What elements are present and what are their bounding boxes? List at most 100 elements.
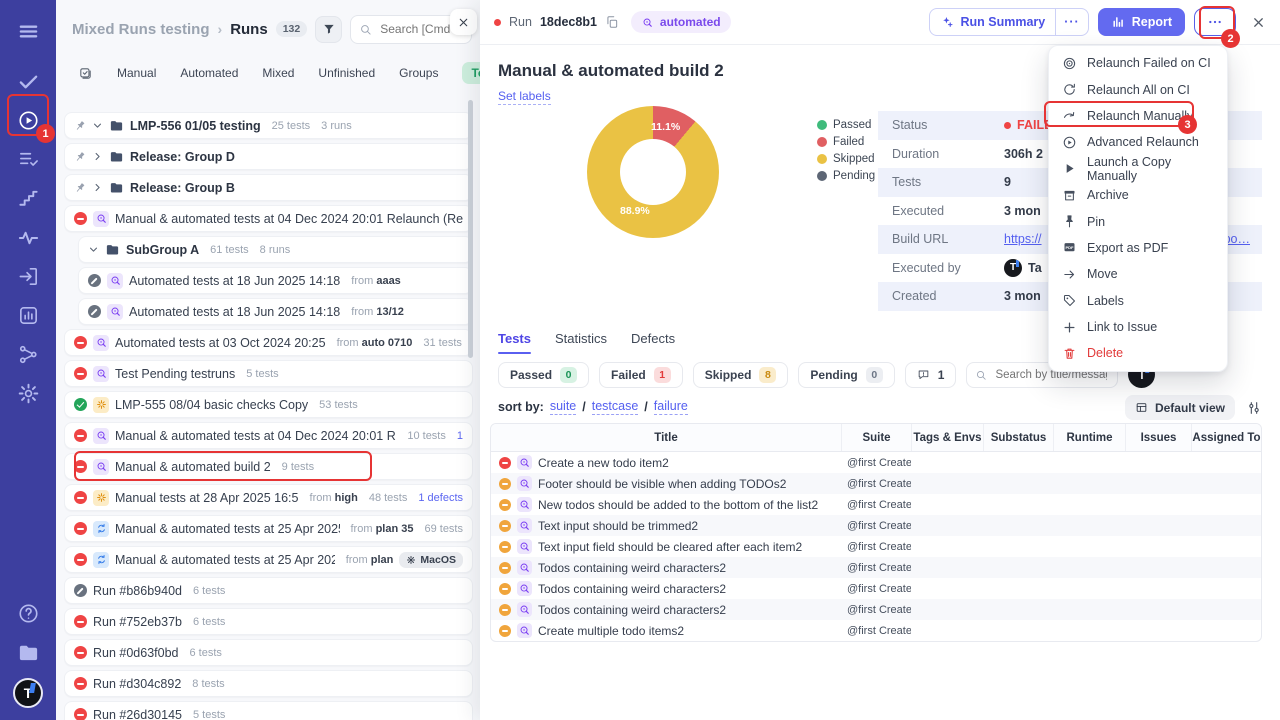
build-url-link[interactable]: https://po… bbox=[1004, 232, 1250, 247]
test-row[interactable]: Todos containing weird characters2 @first… bbox=[491, 557, 1261, 578]
filter-chip-failed[interactable]: Failed 1 bbox=[599, 361, 683, 388]
filter-chip-passed[interactable]: Passed 0 bbox=[498, 361, 590, 388]
column-header-runtime[interactable]: Runtime bbox=[1053, 424, 1125, 451]
test-row[interactable]: Create multiple todo items2 @first Create… bbox=[491, 620, 1261, 641]
menu-item-export-as-pdf[interactable]: PDF Export as PDF bbox=[1049, 235, 1227, 261]
close-icon[interactable] bbox=[1251, 15, 1266, 30]
sort-suite-link[interactable]: suite bbox=[549, 399, 577, 415]
breadcrumb-section[interactable]: Runs bbox=[230, 20, 268, 38]
runs-tab-unfinished[interactable]: Unfinished bbox=[318, 66, 376, 80]
menu-item-pin[interactable]: Pin bbox=[1049, 208, 1227, 234]
runs-tab-manual[interactable]: Manual bbox=[117, 66, 157, 80]
copy-icon[interactable] bbox=[605, 15, 619, 29]
menu-item-delete[interactable]: Delete bbox=[1049, 340, 1227, 366]
sidebar-item-analytics[interactable] bbox=[8, 296, 48, 334]
menu-item-relaunch-all-on-ci[interactable]: Relaunch All on CI bbox=[1049, 76, 1227, 102]
set-labels-link[interactable]: Set labels bbox=[498, 81, 551, 105]
sidebar-item-pulse[interactable] bbox=[8, 218, 48, 256]
test-row[interactable]: Todos containing weird characters2 @first… bbox=[491, 578, 1261, 599]
column-settings-icon[interactable] bbox=[1246, 400, 1262, 416]
test-row[interactable]: Footer should be visible when adding TOD… bbox=[491, 473, 1261, 494]
runs-search-input[interactable] bbox=[378, 21, 463, 37]
sidebar-item-menu[interactable] bbox=[8, 12, 48, 50]
test-row[interactable]: New todos should be added to the bottom … bbox=[491, 494, 1261, 515]
test-row[interactable]: Create a new todo item2 @first Create ... bbox=[491, 452, 1261, 473]
sidebar-item-runs[interactable] bbox=[8, 101, 48, 139]
filter-chip-skipped[interactable]: Skipped 8 bbox=[692, 361, 789, 388]
run-list-item[interactable]: Test Pending testruns 5 tests bbox=[64, 360, 473, 387]
column-header-title[interactable]: Title bbox=[654, 431, 678, 444]
tab-statistics[interactable]: Statistics bbox=[555, 331, 608, 346]
column-header-substatus[interactable]: Substatus bbox=[983, 424, 1053, 451]
menu-item-launch-a-copy-manually[interactable]: Launch a Copy Manually bbox=[1049, 155, 1227, 183]
sidebar-item-import[interactable] bbox=[8, 257, 48, 295]
run-list-item[interactable]: Run #d304c892 8 tests bbox=[64, 670, 473, 697]
run-summary-more-button[interactable]: ··· bbox=[1055, 9, 1087, 35]
more-actions-button[interactable] bbox=[1194, 8, 1236, 36]
column-header-suite[interactable]: Suite bbox=[841, 424, 911, 451]
default-view-button[interactable]: Default view bbox=[1124, 395, 1235, 420]
run-list-item[interactable]: LMP-555 08/04 basic checks Copy 53 tests bbox=[64, 391, 473, 418]
sidebar-item-projects[interactable] bbox=[8, 633, 48, 671]
run-list-item[interactable]: Manual tests at 28 Apr 2025 16:50 from hi… bbox=[64, 484, 473, 511]
sidebar-item-check[interactable] bbox=[8, 62, 48, 100]
report-button[interactable]: Report bbox=[1097, 8, 1185, 36]
run-summary-button[interactable]: Run Summary ··· bbox=[929, 8, 1089, 36]
run-list-item[interactable]: Automated tests at 03 Oct 2024 20:25 from… bbox=[64, 329, 473, 356]
menu-item-move[interactable]: Move bbox=[1049, 261, 1227, 287]
sidebar-item-steps[interactable] bbox=[8, 179, 48, 217]
run-list-item[interactable]: Manual & automated tests at 25 Apr 2025 … bbox=[64, 515, 473, 542]
sidebar-item-test-plans[interactable] bbox=[8, 140, 48, 178]
run-group-row[interactable]: Release: Group D bbox=[64, 143, 473, 170]
runs-scrollbar[interactable] bbox=[468, 100, 473, 358]
column-header-tags-envs[interactable]: Tags & Envs bbox=[911, 424, 983, 451]
test-row[interactable]: Text input should be trimmed2 @first Crea… bbox=[491, 515, 1261, 536]
menu-item-relaunch-manually[interactable]: Relaunch Manually bbox=[1049, 103, 1227, 129]
breadcrumb-project[interactable]: Mixed Runs testing bbox=[72, 20, 210, 38]
run-list-item[interactable]: Run #b86b940d 6 tests bbox=[64, 577, 473, 604]
filter-button[interactable] bbox=[315, 15, 343, 43]
run-group-row[interactable]: SubGroup A 61 tests 8 runs bbox=[78, 236, 473, 263]
runs-tab-automated[interactable]: Automated bbox=[180, 66, 239, 80]
run-list-item[interactable]: Manual & automated tests at 04 Dec 2024 … bbox=[64, 422, 473, 449]
run-list-item[interactable]: Automated tests at 18 Jun 2025 14:18 from… bbox=[78, 267, 473, 294]
chevron-down-icon[interactable] bbox=[92, 120, 103, 131]
panel-close-button[interactable] bbox=[450, 9, 477, 35]
menu-item-link-to-issue[interactable]: Link to Issue bbox=[1049, 314, 1227, 340]
menu-item-relaunch-failed-on-ci[interactable]: Relaunch Failed on CI bbox=[1049, 50, 1227, 76]
filter-chip-pending[interactable]: Pending 0 bbox=[798, 361, 895, 388]
column-header-issues[interactable]: Issues bbox=[1125, 424, 1191, 451]
run-list-item[interactable]: Manual & automated tests at 25 Apr 2025 … bbox=[64, 546, 473, 573]
run-list-item[interactable]: Run #752eb37b 6 tests bbox=[64, 608, 473, 635]
run-tag-automated[interactable]: automated bbox=[630, 11, 731, 33]
run-group-row[interactable]: LMP-556 01/05 testing 25 tests 3 runs bbox=[64, 112, 473, 139]
test-row[interactable]: Text input field should be cleared after… bbox=[491, 536, 1261, 557]
runs-tab-mixed[interactable]: Mixed bbox=[262, 66, 295, 80]
chevron-down-icon[interactable] bbox=[88, 244, 99, 255]
tab-tests[interactable]: Tests bbox=[498, 331, 531, 354]
chevron-right-icon[interactable] bbox=[92, 182, 103, 193]
select-all-icon[interactable] bbox=[78, 66, 93, 81]
run-list-item[interactable]: Manual & automated tests at 04 Dec 2024 … bbox=[64, 205, 473, 232]
tab-defects[interactable]: Defects bbox=[631, 331, 676, 346]
runs-tab-groups[interactable]: Groups bbox=[399, 66, 439, 80]
menu-item-advanced-relaunch[interactable]: Advanced Relaunch bbox=[1049, 129, 1227, 155]
test-row[interactable]: Todos containing weird characters2 @first… bbox=[491, 599, 1261, 620]
sidebar-item-help[interactable] bbox=[8, 594, 48, 632]
comments-chip[interactable]: 1 bbox=[904, 361, 957, 388]
run-group-row[interactable]: Release: Group B bbox=[64, 174, 473, 201]
sidebar-item-settings[interactable] bbox=[8, 374, 48, 412]
runs-tab-to[interactable]: To bbox=[462, 62, 480, 84]
chevron-right-icon[interactable] bbox=[92, 151, 103, 162]
sort-failure-link[interactable]: failure bbox=[653, 399, 688, 415]
run-list-item[interactable]: Automated tests at 18 Jun 2025 14:18 from… bbox=[78, 298, 473, 325]
run-list-item[interactable]: Run #26d30145 5 tests bbox=[64, 701, 473, 720]
sort-testcase-link[interactable]: testcase bbox=[591, 399, 639, 415]
sidebar-item-branch[interactable] bbox=[8, 335, 48, 373]
run-list-item[interactable]: Run #0d63f0bd 6 tests bbox=[64, 639, 473, 666]
run-list-item[interactable]: Manual & automated build 2 9 tests bbox=[64, 453, 473, 480]
column-header-assigned-to[interactable]: Assigned To bbox=[1191, 424, 1261, 451]
user-avatar[interactable]: T bbox=[13, 678, 43, 708]
menu-item-archive[interactable]: Archive bbox=[1049, 182, 1227, 208]
menu-item-labels[interactable]: Labels bbox=[1049, 288, 1227, 314]
